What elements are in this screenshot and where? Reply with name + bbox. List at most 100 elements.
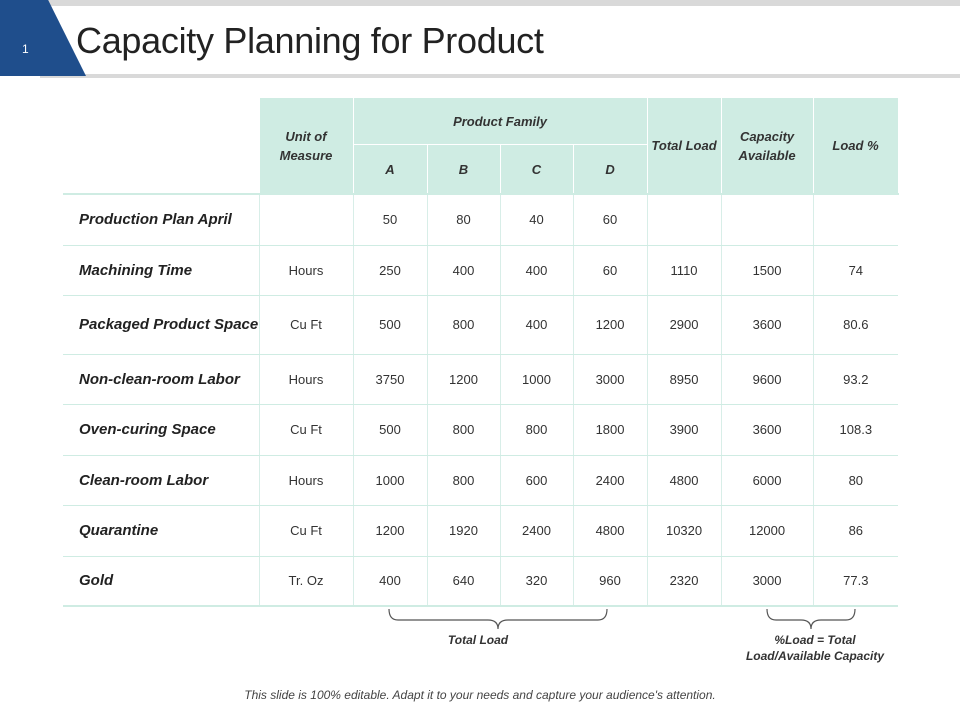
slide-title: Capacity Planning for Product (76, 20, 544, 61)
cell-capacity: 9600 (720, 354, 814, 405)
header-family-d: D (572, 144, 648, 195)
cell-d: 2400 (572, 455, 648, 506)
header-family-a: A (352, 144, 428, 195)
row-label: Quarantine (63, 505, 259, 557)
header-load-pct: Load % (812, 98, 899, 195)
header-total-load: Total Load (646, 98, 722, 195)
header-family-c: C (499, 144, 574, 195)
row-label: Packaged Product Space (63, 295, 259, 355)
cell-b: 640 (426, 556, 500, 607)
slide-number: 1 (22, 42, 29, 56)
cell-c: 40 (499, 194, 573, 246)
table-row: Gold Tr. Oz 400 640 320 960 2320 3000 77… (63, 556, 899, 607)
cell-a: 500 (352, 404, 427, 456)
row-label: Machining Time (63, 245, 259, 296)
load-formula-line2: Load/Available Capacity (745, 649, 885, 663)
cell-unit: Cu Ft (258, 505, 353, 557)
load-formula-annotation: %Load = Total Load/Available Capacity (720, 632, 910, 664)
header-corner (63, 98, 259, 195)
load-formula-line1: %Load = Total (774, 633, 856, 647)
cell-capacity: 3000 (720, 556, 814, 607)
cell-capacity: 12000 (720, 505, 814, 557)
cell-a: 500 (352, 295, 427, 355)
footer-note: This slide is 100% editable. Adapt it to… (244, 688, 716, 702)
cell-a: 1200 (352, 505, 427, 557)
cell-a: 50 (352, 194, 427, 246)
header-family-b: B (426, 144, 501, 195)
cell-c: 320 (499, 556, 573, 607)
cell-unit: Cu Ft (258, 295, 353, 355)
cell-unit: Hours (258, 455, 353, 506)
cell-b: 800 (426, 404, 500, 456)
cell-total-load: 10320 (646, 505, 722, 557)
row-label: Production Plan April (63, 194, 259, 246)
cell-total-load: 4800 (646, 455, 722, 506)
cell-capacity (720, 194, 814, 246)
cell-unit: Hours (258, 354, 353, 405)
cell-c: 1000 (499, 354, 573, 405)
title-underline-strip (40, 74, 960, 78)
table-row: Non-clean-room Labor Hours 3750 1200 100… (63, 354, 899, 405)
cell-a: 400 (352, 556, 427, 607)
cell-b: 800 (426, 455, 500, 506)
cell-capacity: 1500 (720, 245, 814, 296)
table-row: Quarantine Cu Ft 1200 1920 2400 4800 103… (63, 505, 899, 557)
cell-unit: Cu Ft (258, 404, 353, 456)
cell-d: 1800 (572, 404, 648, 456)
cell-total-load: 2320 (646, 556, 722, 607)
header-product-family: Product Family (352, 98, 648, 145)
table-row: Oven-curing Space Cu Ft 500 800 800 1800… (63, 404, 899, 456)
row-label: Clean-room Labor (63, 455, 259, 506)
cell-load-pct: 80.6 (812, 295, 899, 355)
cell-d: 960 (572, 556, 648, 607)
cell-load-pct: 74 (812, 245, 899, 296)
capacity-table: Unit of Measure Product Family Total Loa… (63, 98, 899, 607)
cell-b: 80 (426, 194, 500, 246)
cell-load-pct: 108.3 (812, 404, 899, 456)
row-label: Gold (63, 556, 259, 607)
cell-d: 1200 (572, 295, 648, 355)
cell-c: 400 (499, 245, 573, 296)
cell-load-pct: 80 (812, 455, 899, 506)
cell-b: 400 (426, 245, 500, 296)
cell-unit: Tr. Oz (258, 556, 353, 607)
row-label: Non-clean-room Labor (63, 354, 259, 405)
cell-c: 600 (499, 455, 573, 506)
header-unit: Unit of Measure (258, 98, 354, 195)
cell-total-load: 1110 (646, 245, 722, 296)
cell-total-load (646, 194, 722, 246)
row-label: Oven-curing Space (63, 404, 259, 456)
cell-total-load: 3900 (646, 404, 722, 456)
cell-unit: Hours (258, 245, 353, 296)
table-row: Packaged Product Space Cu Ft 500 800 400… (63, 295, 899, 355)
cell-d: 60 (572, 194, 648, 246)
load-formula-brace (766, 608, 856, 630)
cell-load-pct: 93.2 (812, 354, 899, 405)
cell-b: 1200 (426, 354, 500, 405)
top-decor-strip (0, 0, 960, 6)
slide-number-badge (0, 0, 86, 76)
cell-c: 400 (499, 295, 573, 355)
table-row: Clean-room Labor Hours 1000 800 600 2400… (63, 455, 899, 506)
header-capacity-available: Capacity Available (720, 98, 814, 195)
total-load-brace (388, 608, 608, 630)
cell-c: 2400 (499, 505, 573, 557)
table-row: Production Plan April 50 80 40 60 (63, 194, 899, 246)
cell-load-pct (812, 194, 899, 246)
cell-capacity: 3600 (720, 295, 814, 355)
cell-load-pct: 77.3 (812, 556, 899, 607)
cell-capacity: 3600 (720, 404, 814, 456)
cell-d: 60 (572, 245, 648, 296)
cell-load-pct: 86 (812, 505, 899, 557)
cell-d: 3000 (572, 354, 648, 405)
cell-c: 800 (499, 404, 573, 456)
cell-capacity: 6000 (720, 455, 814, 506)
cell-b: 1920 (426, 505, 500, 557)
total-load-annotation: Total Load (447, 633, 509, 647)
cell-a: 1000 (352, 455, 427, 506)
table-row: Machining Time Hours 250 400 400 60 1110… (63, 245, 899, 296)
cell-total-load: 2900 (646, 295, 722, 355)
cell-b: 800 (426, 295, 500, 355)
cell-a: 250 (352, 245, 427, 296)
cell-unit (258, 194, 353, 246)
